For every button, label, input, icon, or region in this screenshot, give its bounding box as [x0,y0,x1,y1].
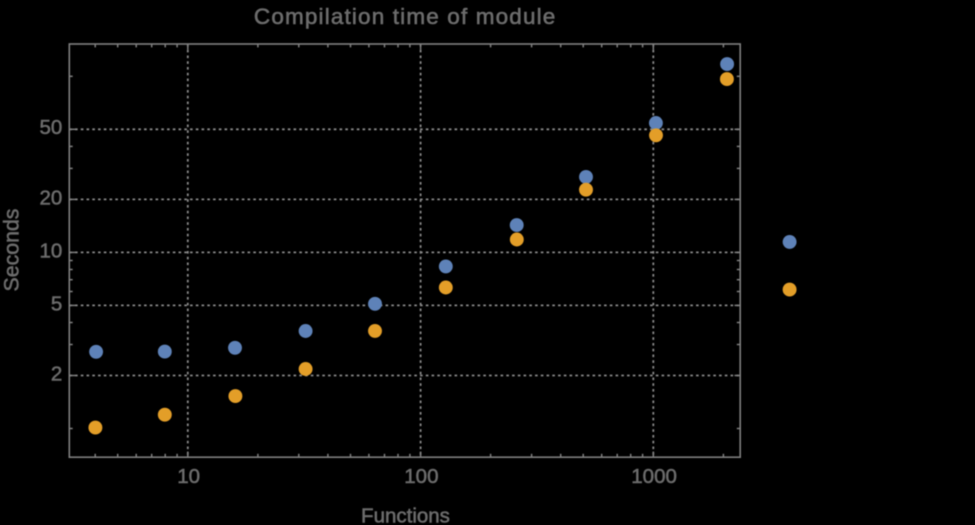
svg-text:Seconds: Seconds [0,209,24,292]
svg-text:100: 100 [404,465,438,488]
svg-text:10: 10 [39,239,62,262]
svg-text:Functions: Functions [361,505,450,525]
svg-text:1000: 1000 [631,465,677,488]
svg-text:5: 5 [51,292,62,315]
svg-text:2: 2 [51,362,62,385]
svg-text:50: 50 [39,116,62,139]
svg-text:Compilation time of module: Compilation time of module [254,4,557,29]
svg-text:20: 20 [39,186,62,209]
svg-text:10: 10 [177,465,200,488]
